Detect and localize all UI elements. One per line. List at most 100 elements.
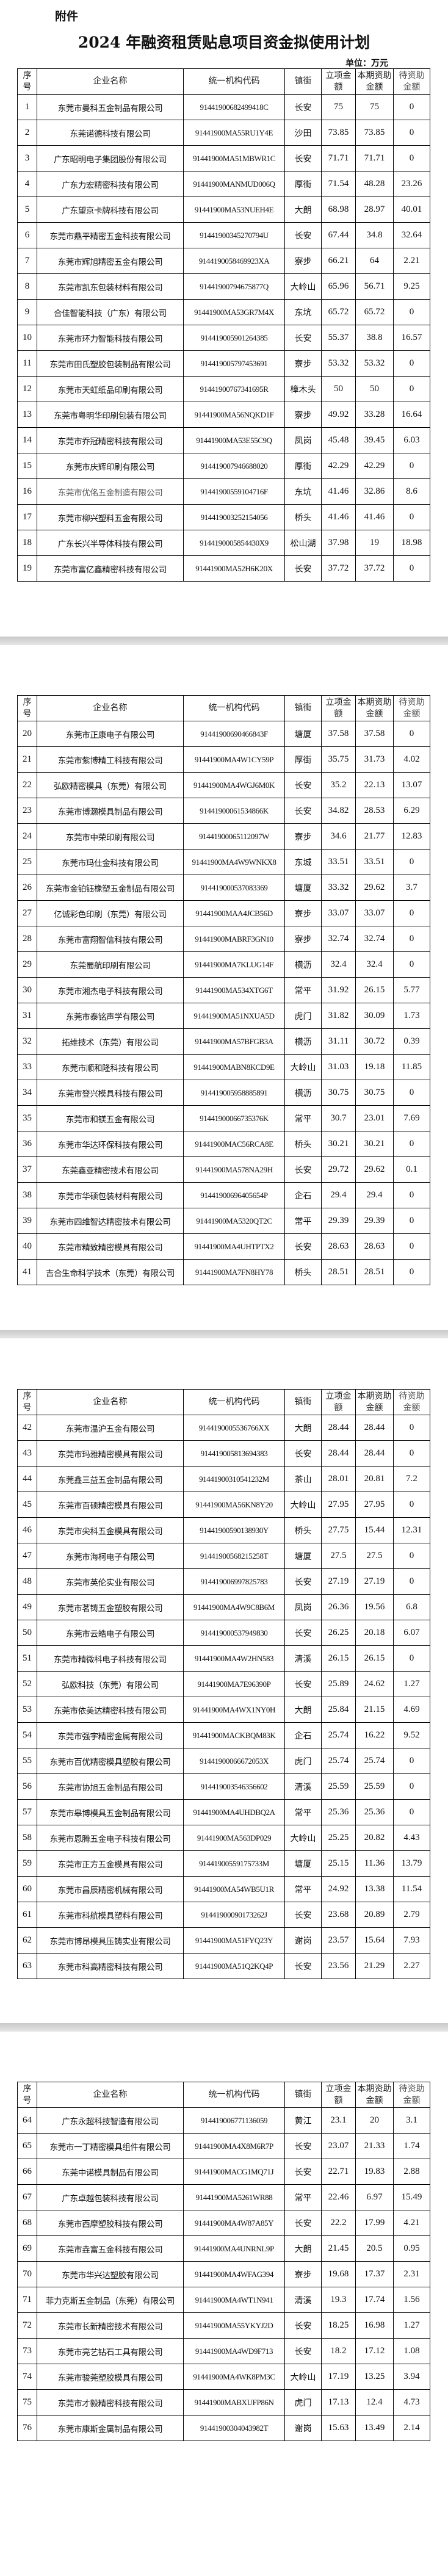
serial-number-cell: 53 [17, 1697, 37, 1723]
credit-code-cell: 91441900090173262J [183, 1902, 285, 1928]
approved-amount-cell: 55.37 [321, 325, 356, 351]
town-cell: 寮步 [284, 926, 322, 952]
table-row: 33 东莞市顺和隆科技有限公司 91441900MABN8KCD9E 大岭山 31.03… [17, 1054, 430, 1080]
column-header-town: 镇街 [284, 1389, 322, 1415]
credit-code-cell: 91441900MA4W1CY59P [183, 746, 285, 773]
table-row: 50 东莞市云皓电子有限公司 914419000537949830 长安 26.25 20… [17, 1620, 430, 1646]
pending-subsidy-cell: 1.56 [393, 2287, 430, 2313]
table-row: 5 广东望京卡牌科技有限公司 91441900MA53NUEH4E 大朗 68.98 28… [17, 197, 430, 223]
approved-amount-cell: 67.44 [321, 222, 356, 248]
pending-subsidy-cell: 12.31 [393, 1517, 430, 1543]
pending-subsidy-cell: 2.14 [393, 2415, 430, 2441]
town-cell: 横沥 [284, 1080, 322, 1106]
approved-amount-cell: 22.46 [321, 2184, 356, 2210]
company-name-cell: 广东卓越包装科技有限公司 [37, 2184, 184, 2210]
town-cell: 松山湖 [284, 530, 322, 556]
serial-number-cell: 2 [17, 120, 37, 146]
company-name-cell: 东莞市柳兴塑料五金有限公司 [37, 504, 184, 530]
company-name-cell: 弘欧精密模具（东莞）有限公司 [37, 772, 184, 798]
town-cell: 长安 [284, 1671, 322, 1697]
table-row: 23 东莞市博灏模具制品有限公司 91441900061534866K 长安 34.82… [17, 798, 430, 824]
credit-code-cell: 914419006997825783 [183, 1568, 285, 1595]
current-subsidy-cell: 65.72 [355, 299, 394, 325]
credit-code-cell: 91441900MA4WX1NY0H [183, 1697, 285, 1723]
current-subsidy-cell: 17.99 [355, 2210, 394, 2236]
town-cell: 厚街 [284, 746, 322, 773]
town-cell: 东城 [284, 849, 322, 875]
table-row: 20 东莞市正康电子有限公司 91441900690466843F 塘厦 37.58 37… [17, 721, 430, 747]
town-cell: 厚街 [284, 171, 322, 197]
approved-amount-cell: 25.59 [321, 1773, 356, 1800]
credit-code-cell: 914419005813694383 [183, 1440, 285, 1467]
town-cell: 常平 [284, 977, 322, 1003]
approved-amount-cell: 66.21 [321, 248, 356, 274]
approved-amount-cell: 29.4 [321, 1182, 356, 1208]
current-subsidy-cell: 19.56 [355, 1594, 394, 1620]
serial-number-cell: 34 [17, 1080, 37, 1106]
company-name-cell: 东莞市顺和隆科技有限公司 [37, 1054, 184, 1080]
pending-subsidy-cell: 0 [393, 376, 430, 402]
pending-subsidy-cell: 1.27 [393, 2312, 430, 2339]
table-row: 14 东莞市乔冠精密科技有限公司 91441900MA53E55C9Q 凤岗 45.48… [17, 427, 430, 453]
approved-amount-cell: 27.19 [321, 1568, 356, 1595]
company-name-cell: 菲力克斯五金制品（东莞）有限公司 [37, 2287, 184, 2313]
town-cell: 长安 [284, 1902, 322, 1928]
table-row: 18 广东长兴半导体科技有限公司 9144190005854430X9 松山湖 37.9… [17, 530, 430, 556]
table-row: 48 东莞市英伦实业有限公司 914419006997825783 长安 27.19 27… [17, 1568, 430, 1595]
current-subsidy-cell: 53.32 [355, 350, 394, 377]
table-row: 3 广东昭明电子集团股份有限公司 91441900MA51MBWR1C 长安 71.71… [17, 145, 430, 171]
credit-code-cell: 91441900690466843F [183, 721, 285, 747]
town-cell: 长安 [284, 2210, 322, 2236]
table-row: 42 东莞市温沪五金有限公司 9144190005536766XX 大朗 28.44 28… [17, 1415, 430, 1441]
approved-amount-cell: 30.21 [321, 1131, 356, 1157]
credit-code-cell: 914419000537949830 [183, 1620, 285, 1646]
serial-number-cell: 35 [17, 1105, 37, 1131]
approved-amount-cell: 18.2 [321, 2338, 356, 2364]
town-cell: 长安 [284, 2312, 322, 2339]
company-name-cell: 亿诚彩色印刷（东莞）有限公司 [37, 900, 184, 926]
town-cell: 寮步 [284, 900, 322, 926]
town-cell: 常平 [284, 1799, 322, 1825]
table-row: 61 东莞市科航模具塑料有限公司 91441900090173262J 长安 23.68… [17, 1902, 430, 1928]
pending-subsidy-cell: 0 [393, 1440, 430, 1467]
serial-number-cell: 67 [17, 2184, 37, 2210]
credit-code-cell: 914419003546356602 [183, 1773, 285, 1800]
serial-number-cell: 39 [17, 1208, 37, 1234]
town-cell: 长安 [284, 1156, 322, 1183]
table-row: 34 东莞市登兴模具科技有限公司 914419005958885891 横沥 30.75… [17, 1080, 430, 1106]
approved-amount-cell: 23.56 [321, 1953, 356, 1979]
company-name-cell: 东莞市博灏模具制品有限公司 [37, 798, 184, 824]
company-name-cell: 东莞市金铂钰橡塑五金制品有限公司 [37, 875, 184, 901]
current-subsidy-cell: 42.29 [355, 453, 394, 479]
pending-subsidy-cell: 0 [393, 1259, 430, 1285]
credit-code-cell: 91441900MA578NA29H [183, 1156, 285, 1183]
column-header-credit-code: 统一机构代码 [183, 2082, 285, 2108]
town-cell: 长安 [284, 145, 322, 171]
credit-code-cell: 91441900MA4WT1N941 [183, 2287, 285, 2313]
credit-code-cell: 91441900794675877Q [183, 273, 285, 300]
approved-amount-cell: 33.32 [321, 875, 356, 901]
serial-number-cell: 11 [17, 350, 37, 377]
company-name-cell: 东莞市海柯电子有限公司 [37, 1543, 184, 1569]
company-name-cell: 东莞市华达环保科技有限公司 [37, 1131, 184, 1157]
approved-amount-cell: 65.96 [321, 273, 356, 300]
approved-amount-cell: 23.57 [321, 1927, 356, 1954]
pending-subsidy-cell: 40.01 [393, 197, 430, 223]
approved-amount-cell: 71.54 [321, 171, 356, 197]
credit-code-cell: 91441900MA5261WR88 [183, 2184, 285, 2210]
pending-subsidy-cell: 0 [393, 94, 430, 120]
approved-amount-cell: 31.11 [321, 1028, 356, 1055]
credit-code-cell: 914419003252154056 [183, 504, 285, 530]
table-row: 69 东莞市垚富五金科技有限公司 91441900MA4UNRNL9P 大朗 21.45… [17, 2235, 430, 2262]
table-row: 46 东莞市尖科五金模具有限公司 91441900590138930Y 桥头 27.75… [17, 1517, 430, 1543]
serial-number-cell: 66 [17, 2159, 37, 2185]
approved-amount-cell: 26.36 [321, 1594, 356, 1620]
credit-code-cell: 91441900559104716F [183, 478, 285, 505]
serial-number-cell: 1 [17, 94, 37, 120]
serial-number-cell: 76 [17, 2415, 37, 2441]
pending-subsidy-cell: 6.03 [393, 427, 430, 453]
table-row: 13 东莞市粤明华印刷包装有限公司 91441900MA56NQKD1F 寮步 49.9… [17, 402, 430, 428]
current-subsidy-cell: 32.86 [355, 478, 394, 505]
current-subsidy-cell: 41.46 [355, 504, 394, 530]
pending-subsidy-cell: 0 [393, 1773, 430, 1800]
